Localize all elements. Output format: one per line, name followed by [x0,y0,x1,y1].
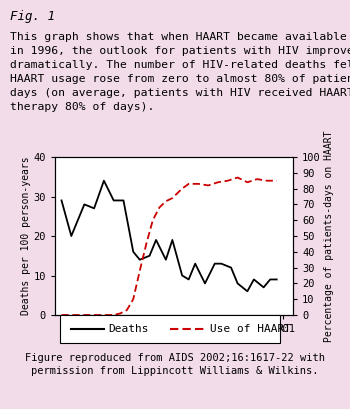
Text: This graph shows that when HAART became available: This graph shows that when HAART became … [10,32,347,42]
Text: permission from Lippincott Williams & Wilkins.: permission from Lippincott Williams & Wi… [31,366,319,376]
Y-axis label: Percentage of patients-days on HAART: Percentage of patients-days on HAART [323,130,334,342]
Text: HAART usage rose from zero to almost 80% of patient: HAART usage rose from zero to almost 80%… [10,74,350,84]
Text: therapy 80% of days).: therapy 80% of days). [10,102,155,112]
Text: Fig. 1: Fig. 1 [10,10,56,23]
Text: in 1996, the outlook for patients with HIV improved: in 1996, the outlook for patients with H… [10,46,350,56]
Text: Deaths: Deaths [108,324,149,334]
Text: Use of HAART: Use of HAART [210,324,290,334]
Text: dramatically. The number of HIV-related deaths fell as: dramatically. The number of HIV-related … [10,60,350,70]
Y-axis label: Deaths per 100 person-years: Deaths per 100 person-years [21,157,31,315]
Text: days (on average, patients with HIV received HAART: days (on average, patients with HIV rece… [10,88,350,98]
Text: Figure reproduced from AIDS 2002;16:1617-22 with: Figure reproduced from AIDS 2002;16:1617… [25,353,325,363]
